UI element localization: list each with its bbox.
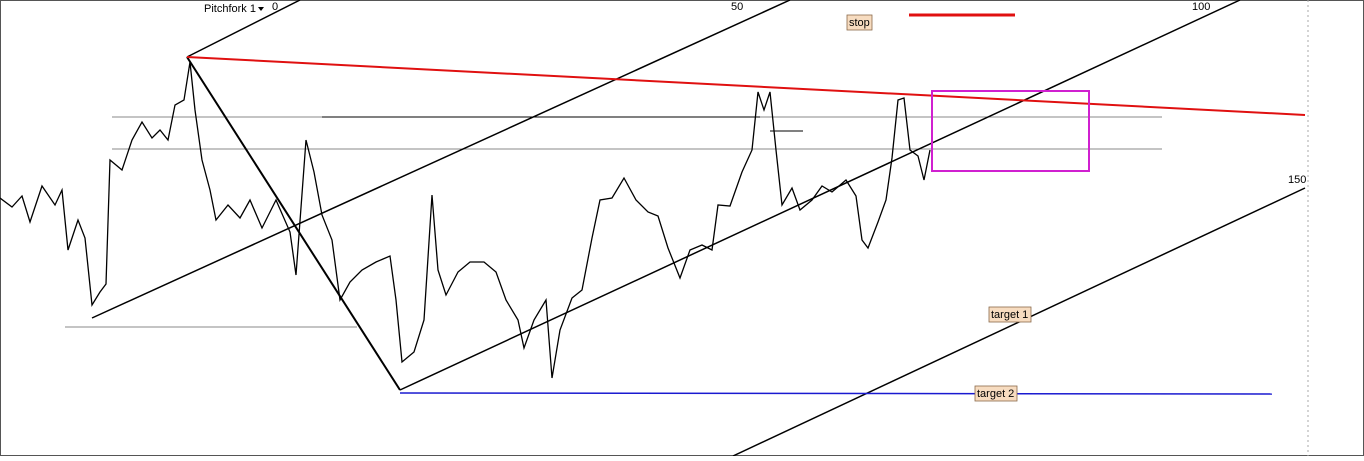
level-label: 0	[272, 1, 278, 13]
level-label: 50	[731, 1, 743, 13]
stop-label: stop	[849, 17, 870, 29]
target-line	[399, 392, 1273, 395]
pitchfork-line	[399, 0, 1241, 391]
tag-box	[974, 385, 1018, 402]
pitchfork-handle	[186, 56, 401, 391]
pitchfork-line	[186, 0, 301, 58]
tag-box	[846, 14, 873, 31]
target-zone	[931, 90, 1090, 172]
level-label: 100	[1192, 1, 1210, 13]
tag-box	[988, 306, 1032, 323]
pitchfork-line	[91, 0, 791, 319]
target-label: target 2	[977, 388, 1014, 400]
dropdown-arrow[interactable]	[258, 7, 264, 11]
price-series	[0, 61, 931, 379]
tool-label[interactable]: Pitchfork 1	[204, 3, 256, 15]
target-label: target 1	[991, 309, 1028, 321]
level-label: 150	[1288, 174, 1306, 186]
stop-line	[186, 56, 1306, 116]
